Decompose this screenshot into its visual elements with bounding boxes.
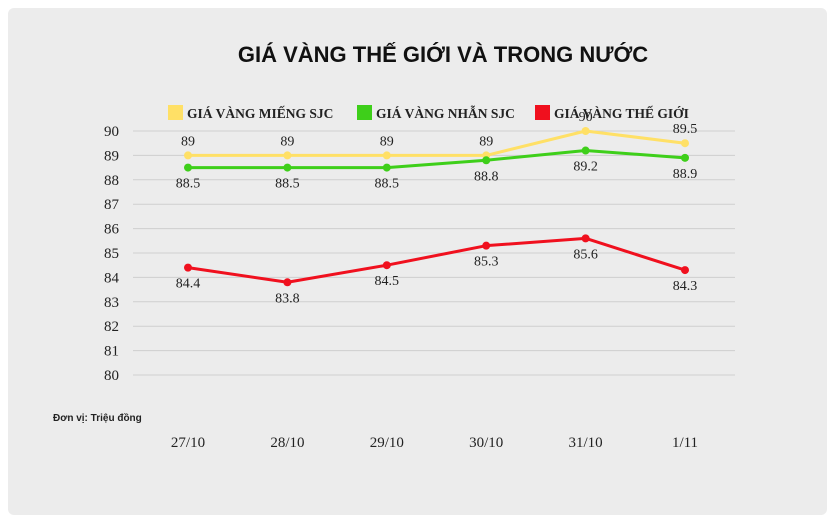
x-tick-label: 1/11 xyxy=(672,435,698,451)
data-point xyxy=(382,163,391,172)
y-tick-label: 81 xyxy=(104,344,119,360)
x-tick-label: 31/10 xyxy=(569,435,603,451)
x-tick-label: 30/10 xyxy=(469,435,503,451)
legend-label: GIÁ VÀNG THẾ GIỚI xyxy=(554,106,689,121)
data-label: 83.8 xyxy=(275,291,300,306)
chart-title: GIÁ VÀNG THẾ GIỚI VÀ TRONG NƯỚC xyxy=(238,42,648,67)
data-label: 84.3 xyxy=(673,279,698,294)
y-tick-label: 82 xyxy=(104,319,119,335)
data-point xyxy=(581,234,590,243)
series: 84.4 83.8 84.5 85.3 85.6 84.3 xyxy=(176,234,698,306)
y-tick-label: 90 xyxy=(104,124,119,140)
legend-swatch xyxy=(357,105,372,120)
legend-label: GIÁ VÀNG NHẪN SJC xyxy=(376,106,515,121)
x-tick-label: 28/10 xyxy=(270,435,304,451)
data-label: 88.5 xyxy=(275,177,300,192)
y-tick-label: 86 xyxy=(104,222,120,238)
data-point xyxy=(581,127,590,135)
data-label: 89 xyxy=(181,134,195,149)
data-point xyxy=(581,146,590,155)
data-point xyxy=(283,278,292,287)
data-point xyxy=(681,266,689,275)
x-axis: 27/10 28/10 29/10 30/10 31/10 1/11 xyxy=(171,435,698,451)
y-tick-label: 84 xyxy=(104,270,120,286)
series-line xyxy=(187,236,686,284)
data-point xyxy=(681,153,689,162)
data-label: 89 xyxy=(380,134,394,149)
data-label: 84.5 xyxy=(375,274,400,289)
y-tick-label: 85 xyxy=(104,246,119,262)
y-axis: 90 89 88 87 86 85 84 83 82 81 80 xyxy=(104,124,120,384)
chart-panel xyxy=(8,8,827,515)
data-point xyxy=(482,241,491,250)
x-tick-label: 27/10 xyxy=(171,435,205,451)
y-tick-label: 89 xyxy=(104,148,119,164)
series-line xyxy=(188,149,686,170)
data-label: 89.2 xyxy=(573,160,598,175)
data-label: 88.5 xyxy=(375,177,400,192)
data-point xyxy=(382,261,391,270)
series-line xyxy=(188,129,686,157)
unit-note: Đơn vị: Triệu đồng xyxy=(53,412,142,424)
data-label: 84.4 xyxy=(176,277,201,292)
series-group: 89 89 89 89 90 89.5 88.5 88.5 88.5 88.8 89.2 88.9 84… xyxy=(176,110,698,306)
series: 89 89 89 89 90 89.5 xyxy=(181,110,698,160)
data-label: 89.5 xyxy=(673,122,698,137)
data-label: 89 xyxy=(479,134,493,149)
y-tick-label: 88 xyxy=(104,173,119,189)
data-label: 88.9 xyxy=(673,167,698,182)
data-label: 88.8 xyxy=(474,169,499,184)
data-label: 88.5 xyxy=(176,177,201,192)
data-point xyxy=(184,151,192,160)
data-point xyxy=(681,139,689,148)
series: 88.5 88.5 88.5 88.8 89.2 88.9 xyxy=(176,146,698,192)
data-point xyxy=(184,163,192,172)
data-point xyxy=(184,263,192,272)
legend: GIÁ VÀNG MIẾNG SJC GIÁ VÀNG NHẪN SJC GIÁ V… xyxy=(168,105,689,121)
data-label: 85.6 xyxy=(573,247,598,262)
y-tick-label: 87 xyxy=(104,197,120,213)
data-point xyxy=(482,156,491,165)
data-point xyxy=(283,151,292,160)
x-tick-label: 29/10 xyxy=(370,435,404,451)
legend-swatch xyxy=(168,105,183,120)
data-label: 89 xyxy=(280,134,294,149)
legend-swatch xyxy=(535,105,550,120)
y-tick-label: 83 xyxy=(104,295,119,311)
data-point xyxy=(382,151,391,160)
y-tick-label: 80 xyxy=(104,368,119,384)
data-label: 85.3 xyxy=(474,255,499,270)
legend-label: GIÁ VÀNG MIẾNG SJC xyxy=(187,106,333,121)
data-point xyxy=(283,163,292,172)
data-label: 90 xyxy=(579,110,593,125)
